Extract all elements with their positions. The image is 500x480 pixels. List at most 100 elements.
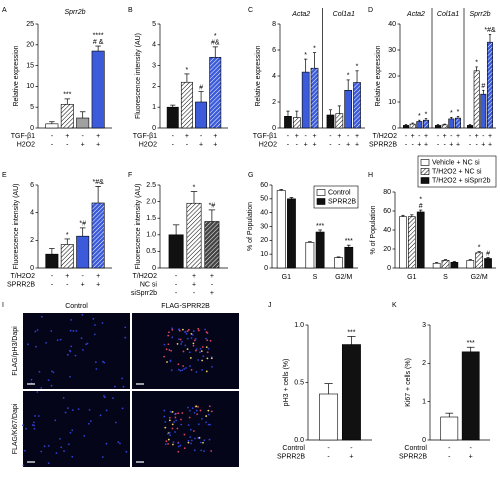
legend-swatch bbox=[420, 177, 430, 184]
cell-nucleus bbox=[166, 361, 168, 363]
bar bbox=[440, 416, 459, 441]
cell-nucleus bbox=[193, 339, 196, 342]
cell-nucleus bbox=[94, 324, 96, 326]
condition-sign: + bbox=[355, 133, 359, 140]
cell-nucleus bbox=[199, 347, 202, 350]
condition-sign: - bbox=[450, 133, 453, 140]
cell-nucleus bbox=[173, 421, 176, 423]
y-tick-label: 0 bbox=[392, 125, 396, 132]
cell-nucleus bbox=[163, 355, 166, 358]
significance-label: * bbox=[356, 64, 359, 71]
cell-nucleus bbox=[183, 447, 186, 450]
condition-name: T/H2O2 bbox=[10, 273, 35, 280]
y-tick-label: 2.0 bbox=[146, 198, 156, 205]
cell-nucleus bbox=[168, 349, 171, 351]
y-tick-label: 50 bbox=[260, 196, 268, 203]
bar bbox=[487, 41, 493, 129]
cell-nucleus bbox=[189, 357, 192, 359]
cell-nucleus bbox=[205, 346, 208, 349]
bar bbox=[473, 70, 480, 129]
column-label: Control bbox=[65, 303, 88, 310]
cell-nucleus bbox=[67, 443, 70, 446]
cell-nucleus bbox=[204, 328, 206, 331]
cell-nucleus bbox=[190, 337, 193, 339]
cell-nucleus bbox=[189, 365, 191, 367]
condition-sign: + bbox=[469, 453, 473, 460]
cell-nucleus bbox=[47, 445, 50, 447]
cell-nucleus bbox=[177, 363, 180, 366]
y-axis-label: Fluorescence intensity (AU) bbox=[135, 184, 142, 270]
y-tick-label: 1.0 bbox=[294, 322, 304, 329]
significance-label: * bbox=[419, 196, 422, 203]
significance-label: * bbox=[475, 60, 478, 67]
cell-nucleus bbox=[177, 412, 180, 415]
cell-nucleus bbox=[197, 327, 200, 330]
bar bbox=[326, 114, 335, 129]
cell-nucleus bbox=[198, 436, 201, 439]
cell-nucleus bbox=[176, 343, 179, 345]
condition-sign: - bbox=[172, 141, 175, 148]
condition-sign: - bbox=[475, 141, 478, 148]
significance-label: * bbox=[457, 109, 460, 116]
condition-sign: + bbox=[96, 133, 100, 140]
condition-sign: + bbox=[424, 133, 428, 140]
condition-sign: + bbox=[456, 133, 460, 140]
cell-nucleus bbox=[177, 450, 180, 453]
condition-sign: - bbox=[350, 445, 353, 452]
cell-nucleus bbox=[86, 342, 89, 345]
cell-nucleus bbox=[199, 409, 202, 412]
significance-label: # bbox=[419, 203, 423, 210]
y-axis-label: Fluorescence intensity (AU) bbox=[13, 184, 20, 270]
x-tick-label: S bbox=[443, 274, 448, 281]
cell-nucleus bbox=[166, 432, 169, 435]
cell-nucleus bbox=[189, 436, 192, 438]
condition-sign: + bbox=[417, 141, 421, 148]
significance-label: *# bbox=[209, 203, 216, 210]
cell-nucleus bbox=[163, 409, 166, 412]
cell-nucleus bbox=[210, 450, 213, 452]
significance-label: * bbox=[186, 67, 189, 74]
condition-sign: - bbox=[327, 445, 330, 452]
cell-nucleus bbox=[206, 357, 209, 360]
cell-nucleus bbox=[205, 337, 207, 340]
bar bbox=[60, 103, 74, 129]
condition-name: siSprr2b bbox=[131, 290, 157, 297]
cell-nucleus bbox=[194, 337, 197, 340]
cell-nucleus bbox=[27, 343, 29, 346]
condition-sign: + bbox=[346, 141, 350, 148]
condition-sign: + bbox=[481, 141, 485, 148]
y-tick-label: 0.5 bbox=[146, 248, 156, 255]
bar bbox=[209, 56, 222, 129]
condition-sign: - bbox=[287, 141, 290, 148]
cell-nucleus bbox=[191, 407, 194, 410]
bar bbox=[335, 113, 344, 129]
condition-sign: - bbox=[51, 133, 54, 140]
cell-nucleus bbox=[117, 441, 120, 443]
bar bbox=[45, 123, 59, 129]
cell-nucleus bbox=[47, 379, 50, 382]
bar bbox=[334, 257, 343, 269]
cell-nucleus bbox=[205, 415, 208, 417]
condition-name: T/H2O2 bbox=[372, 133, 397, 140]
cell-nucleus bbox=[119, 442, 121, 445]
cell-nucleus bbox=[40, 387, 43, 389]
chart-title: Sprr2b bbox=[64, 9, 85, 16]
cell-nucleus bbox=[71, 429, 74, 432]
panel-label: B bbox=[128, 7, 133, 14]
cell-nucleus bbox=[174, 416, 177, 419]
bar bbox=[409, 123, 416, 129]
cell-nucleus bbox=[179, 369, 182, 372]
cell-nucleus bbox=[64, 411, 67, 414]
cell-nucleus bbox=[207, 413, 210, 416]
cell-nucleus bbox=[186, 337, 189, 340]
y-tick-label: 0 bbox=[152, 265, 156, 272]
bar bbox=[466, 260, 475, 269]
cell-nucleus bbox=[56, 339, 59, 342]
y-tick-label: 40 bbox=[383, 227, 391, 234]
cell-nucleus bbox=[198, 351, 201, 354]
significance-label: **** bbox=[93, 32, 104, 39]
significance-label: * bbox=[313, 45, 316, 52]
cell-nucleus bbox=[168, 431, 171, 434]
bar bbox=[480, 93, 487, 129]
cell-nucleus bbox=[195, 371, 198, 373]
